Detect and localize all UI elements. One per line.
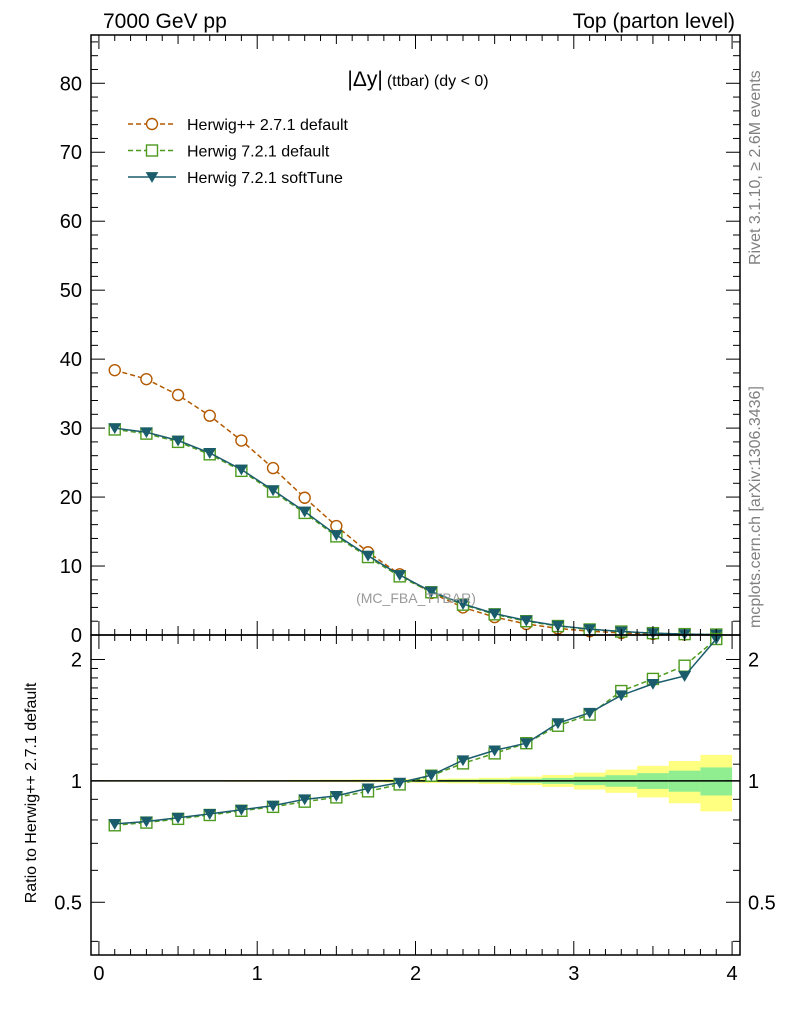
ratio-series-1-line — [114, 638, 717, 825]
ratio-ytick-label-left: 2 — [71, 649, 82, 671]
xtick-label: 4 — [727, 963, 738, 985]
xtick-label: 0 — [93, 963, 104, 985]
ratio-series-1-point-12 — [488, 745, 502, 757]
ratio-ytick-label-right: 2 — [748, 649, 759, 671]
main-panel: (MC_FBA_TTBAR) |Δy| (ttbar) (dy < 0) 10 20… — [60, 34, 741, 647]
rivet-label: Rivet 3.1.10, ≥ 2.6M events — [747, 70, 764, 265]
ratio-series-1-point-3 — [203, 809, 217, 820]
main-series-0-point-6 — [298, 491, 311, 504]
ratio-series-1-point-5 — [266, 800, 280, 812]
main-ytick-label: 80 — [60, 73, 82, 95]
legend-marker-1 — [145, 144, 159, 157]
main-series-0-point-4 — [235, 434, 248, 447]
ratio-series-0-line — [114, 638, 717, 827]
ratio-panel-frame — [90, 634, 741, 956]
main-series-2-point-1 — [140, 427, 153, 439]
mcplots-label: mcplots.cern.ch [arXiv:1306.3436] — [747, 386, 764, 628]
ratio-ytick-label-left: 1 — [71, 771, 82, 793]
main-series-2-point-13 — [519, 615, 533, 627]
ratio-series-1-point-1 — [140, 816, 153, 828]
main-series-2-point-10 — [424, 586, 438, 598]
ratio-series-1-point-0 — [108, 819, 122, 830]
ratio-series-1-point-16 — [614, 690, 628, 702]
legend: Herwig++ 2.7.1 default Herwig 7.2.1 defau… — [128, 117, 349, 187]
ratio-series-1-point-2 — [171, 812, 185, 824]
ratio-ytick-label-right: 0.5 — [748, 892, 776, 914]
ratio-series-1-point-13 — [519, 738, 533, 750]
main-series-0-point-2 — [171, 388, 185, 402]
legend-label-0: Herwig++ 2.7.1 default — [187, 117, 349, 134]
main-series-2-point-9 — [393, 570, 407, 581]
main-series-2-point-8 — [361, 550, 375, 562]
ratio-series-1-point-10 — [424, 770, 438, 782]
main-series-0-point-1 — [140, 372, 153, 386]
main-series-2-line — [114, 427, 717, 636]
header-right: Top (parton level) — [573, 10, 735, 33]
main-series-0-point-0 — [108, 363, 121, 377]
main-ytick-label: 50 — [60, 280, 82, 302]
main-series-2-point-11 — [456, 599, 470, 610]
main-series-2-point-0 — [108, 423, 122, 435]
header-left: 7000 GeV pp — [103, 10, 227, 33]
legend-label-1: Herwig 7.2.1 default — [187, 144, 330, 161]
xtick-label: 3 — [568, 963, 579, 985]
ratio-series-1-point-4 — [235, 804, 248, 816]
main-series-2-point-2 — [171, 435, 185, 447]
main-ytick-label-zero: 0 — [71, 625, 82, 647]
main-ytick-label: 20 — [60, 487, 82, 509]
ratio-series-1-point-17 — [646, 678, 660, 690]
main-series-2-point-7 — [329, 530, 343, 541]
main-series-0-point-7 — [330, 519, 343, 533]
ratio-series-1-point-6 — [298, 794, 312, 806]
ratio-series-1-point-7 — [329, 790, 343, 802]
plot-title: |Δy| (ttbar) (dy < 0) — [347, 68, 488, 91]
xtick-label: 1 — [252, 963, 263, 985]
ratio-series-1-point-11 — [456, 755, 470, 767]
main-series-2-point-5 — [266, 485, 280, 497]
main-series-2-point-4 — [235, 464, 248, 476]
legend-marker-0 — [145, 117, 159, 131]
main-ytick-label: 70 — [60, 142, 82, 164]
ratio-series-1-point-8 — [361, 783, 375, 795]
ratio-series-1-point-14 — [551, 718, 565, 730]
ratio-ylabel: Ratio to Herwig++ 2.7.1 default — [23, 682, 40, 903]
main-series-0-point-3 — [203, 409, 216, 422]
ratio-ytick-label-right: 1 — [748, 771, 759, 793]
ratio-series-1-point-15 — [583, 707, 596, 719]
main-ytick-label: 60 — [60, 211, 82, 233]
ratio-panel: 0.5 0.5 1 1 2 2 0 1 2 3 4 — [54, 632, 776, 985]
legend-marker-2 — [145, 172, 159, 183]
ratio-ytick-label-left: 0.5 — [54, 892, 82, 914]
main-ytick-label: 30 — [60, 418, 82, 440]
main-series-2-point-6 — [298, 506, 312, 518]
main-series-2-point-3 — [203, 448, 217, 459]
analysis-watermark: (MC_FBA_TTBAR) — [356, 590, 476, 606]
main-series-2-point-14 — [551, 620, 565, 632]
ratio-series-0-point-18 — [678, 659, 691, 672]
main-ytick-label: 40 — [60, 349, 82, 371]
main-series-2-point-12 — [488, 608, 502, 620]
main-ytick-label: 10 — [60, 556, 82, 578]
main-series-0-point-5 — [266, 461, 280, 475]
legend-label-2: Herwig 7.2.1 softTune — [187, 170, 343, 187]
ratio-series-1-point-18 — [678, 671, 691, 682]
ratio-series-1-point-9 — [393, 777, 407, 789]
plot-title-main: |Δy| — [347, 68, 382, 91]
plot-title-sub: (ttbar) (dy < 0) — [387, 73, 489, 90]
xtick-label: 2 — [410, 963, 421, 985]
